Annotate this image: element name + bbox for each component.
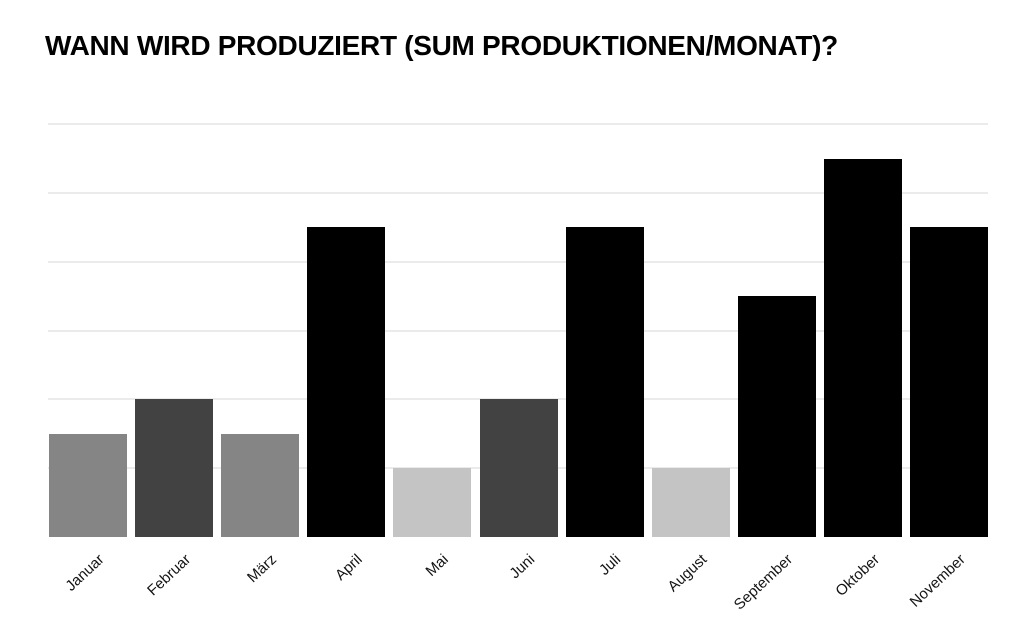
bar-februar — [135, 399, 214, 537]
bar-marz — [221, 433, 300, 537]
x-axis-label-april: April — [332, 551, 366, 584]
gridline-y-8 — [48, 260, 988, 263]
bar-august — [651, 468, 730, 537]
bar-juli — [565, 227, 644, 537]
bar-april — [307, 227, 386, 537]
x-axis-label-februar: Februar — [143, 551, 194, 600]
gridline-y-12 — [48, 123, 988, 126]
x-axis-label-oktober: Oktober — [831, 551, 883, 600]
x-axis-label-juni: Juni — [506, 551, 539, 583]
bar-september — [737, 296, 816, 537]
gridline-y-6 — [48, 329, 988, 332]
bar-november — [910, 227, 988, 537]
x-axis-label-januar: Januar — [62, 551, 108, 595]
x-axis-label-september: September — [731, 551, 797, 614]
x-axis-label-november: November — [906, 551, 969, 611]
x-axis-label-mai: Mai — [422, 551, 453, 580]
x-axis-label-august: August — [664, 551, 711, 596]
gridline-y-10 — [48, 192, 988, 194]
x-axis-label-marz: März — [243, 551, 280, 587]
bar-januar — [49, 433, 127, 537]
bar-juni — [479, 399, 558, 537]
x-axis-label-juli: Juli — [596, 551, 625, 579]
chart-title: WANN WIRD PRODUZIERT (SUM PRODUKTIONEN/M… — [45, 30, 838, 61]
bar-oktober — [823, 158, 902, 537]
bar-mai — [393, 468, 472, 537]
